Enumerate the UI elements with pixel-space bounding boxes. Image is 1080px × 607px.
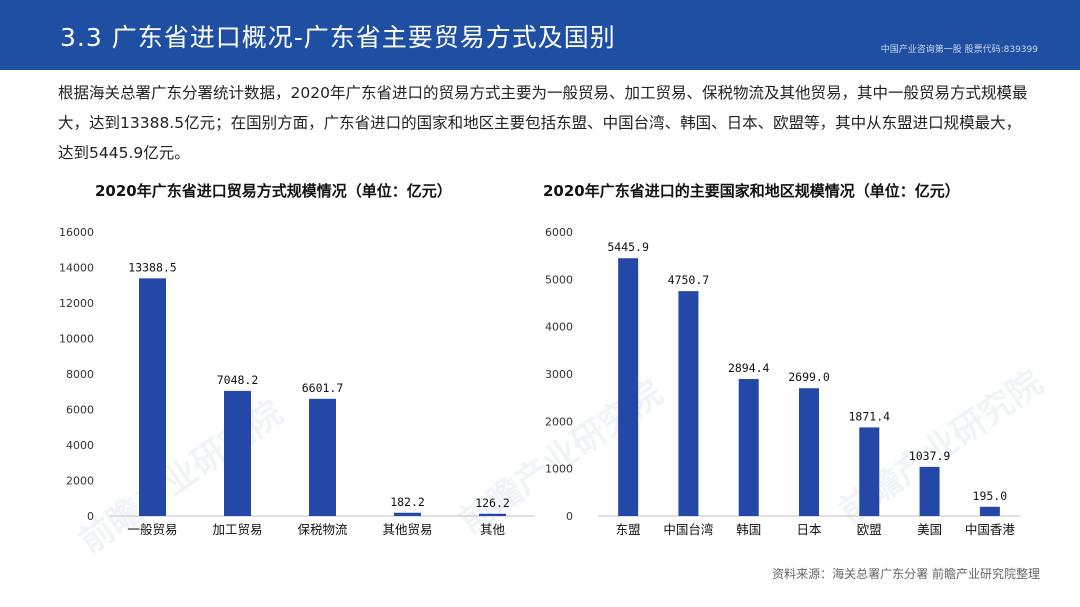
category-label: 中国香港 — [965, 522, 1016, 537]
category-label: 其他贸易 — [382, 522, 432, 537]
bar — [139, 278, 166, 516]
y-tick-label: 8000 — [66, 368, 94, 381]
data-label: 2699.0 — [788, 370, 830, 384]
intro-paragraph: 根据海关总署广东分署统计数据，2020年广东省进口的贸易方式主要为一般贸易、加工… — [58, 84, 1028, 162]
data-label: 4750.7 — [668, 273, 710, 287]
bar — [799, 388, 819, 516]
category-label: 中国台湾 — [663, 522, 713, 537]
y-tick-label: 16000 — [59, 226, 94, 239]
data-label: 1871.4 — [849, 409, 891, 423]
category-label: 一般贸易 — [127, 522, 177, 537]
bar — [309, 398, 336, 516]
data-label: 2894.4 — [728, 361, 770, 375]
bar — [678, 291, 699, 516]
bar — [859, 427, 880, 516]
category-label: 其他 — [480, 522, 506, 537]
data-label: 5445.9 — [607, 240, 649, 254]
trade-mode-bar-chart: 0 2000 4000 6000 8000 10000 12000 14000 16000 133… — [59, 226, 535, 537]
page-title: 3.3 广东省进口概况-广东省主要贸易方式及国别 — [60, 23, 616, 52]
category-label: 加工贸易 — [212, 522, 262, 537]
data-label: 126.2 — [475, 496, 510, 510]
y-tick-label: 6000 — [66, 404, 94, 417]
category-label: 日本 — [796, 522, 822, 537]
chart-title-region: 2020年广东省进口的主要国家和地区规模情况（单位：亿元） — [543, 182, 960, 200]
y-tick-label: 10000 — [59, 333, 94, 346]
y-tick-label: 2000 — [545, 415, 573, 428]
bar — [224, 390, 251, 516]
bar — [738, 378, 759, 516]
chart-title-trade-mode: 2020年广东省进口贸易方式规模情况（单位：亿元） — [95, 182, 452, 200]
data-label: 6601.7 — [302, 381, 344, 395]
y-tick-label: 3000 — [545, 368, 573, 381]
y-tick-label: 2000 — [66, 475, 94, 488]
source-note: 资料来源：海关总署广东分署 前瞻产业研究院整理 — [772, 567, 1040, 581]
bar — [618, 258, 639, 516]
data-label: 13388.5 — [128, 260, 176, 274]
data-label: 195.0 — [973, 489, 1008, 503]
data-label: 7048.2 — [217, 373, 259, 387]
bar — [479, 513, 506, 516]
brand-text: 中国产业咨询第一股 股票代码:839399 — [880, 45, 1038, 55]
category-label: 韩国 — [736, 522, 761, 537]
header-bar: 3.3 广东省进口概况-广东省主要贸易方式及国别 中国产业咨询第一股 股票代码:… — [0, 0, 1080, 70]
category-label: 东盟 — [616, 522, 641, 537]
y-tick-label: 5000 — [545, 273, 573, 286]
y-tick-label: 0 — [87, 510, 94, 523]
y-tick-label: 0 — [566, 510, 573, 523]
category-label: 欧盟 — [857, 522, 882, 537]
category-label: 美国 — [917, 522, 942, 537]
y-tick-label: 1000 — [545, 463, 573, 476]
y-tick-label: 4000 — [545, 321, 573, 334]
bar — [919, 466, 940, 516]
category-label: 保税物流 — [297, 522, 348, 537]
y-tick-label: 6000 — [545, 226, 573, 239]
y-tick-label: 4000 — [66, 439, 94, 452]
y-tick-label: 14000 — [59, 262, 94, 275]
bar — [979, 506, 1000, 516]
data-label: 1037.9 — [909, 449, 951, 463]
data-label: 182.2 — [390, 495, 425, 509]
y-tick-label: 12000 — [59, 297, 94, 310]
bar — [394, 512, 421, 516]
